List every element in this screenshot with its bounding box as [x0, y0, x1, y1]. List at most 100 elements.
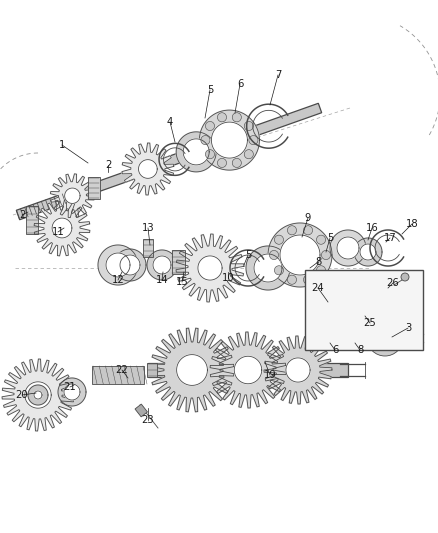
Text: 6: 6: [332, 345, 338, 355]
Text: 14: 14: [155, 275, 168, 285]
Polygon shape: [138, 160, 157, 179]
Polygon shape: [356, 293, 400, 337]
Text: 8: 8: [315, 257, 321, 267]
Bar: [135, 404, 148, 417]
Circle shape: [287, 275, 297, 284]
Polygon shape: [383, 280, 393, 290]
Circle shape: [315, 290, 323, 298]
Polygon shape: [16, 103, 321, 220]
Polygon shape: [148, 363, 348, 377]
Text: 19: 19: [264, 370, 276, 380]
Polygon shape: [28, 385, 48, 405]
Polygon shape: [25, 382, 51, 408]
Polygon shape: [212, 122, 247, 158]
Polygon shape: [280, 235, 320, 275]
Text: 9: 9: [305, 213, 311, 223]
Circle shape: [304, 225, 313, 235]
Polygon shape: [254, 254, 282, 282]
Polygon shape: [58, 378, 86, 406]
Polygon shape: [337, 237, 359, 259]
Polygon shape: [177, 354, 208, 385]
Circle shape: [353, 306, 362, 314]
Circle shape: [367, 320, 403, 356]
Circle shape: [331, 328, 339, 337]
Circle shape: [347, 290, 355, 298]
Text: 6: 6: [237, 79, 243, 89]
Polygon shape: [176, 234, 244, 302]
Text: 15: 15: [176, 277, 188, 287]
Circle shape: [269, 251, 279, 260]
Polygon shape: [106, 253, 130, 277]
Circle shape: [317, 266, 325, 275]
Polygon shape: [147, 250, 177, 280]
Text: 2: 2: [19, 210, 25, 220]
Polygon shape: [330, 230, 366, 266]
Text: 4: 4: [167, 117, 173, 127]
Text: 18: 18: [406, 219, 418, 229]
Circle shape: [331, 284, 339, 292]
Circle shape: [321, 251, 331, 260]
Text: 5: 5: [207, 85, 213, 95]
Polygon shape: [34, 200, 90, 256]
Circle shape: [304, 275, 313, 284]
Polygon shape: [120, 255, 140, 275]
Polygon shape: [370, 308, 386, 322]
Text: 5: 5: [245, 250, 251, 260]
Polygon shape: [98, 245, 138, 285]
Text: 22: 22: [116, 365, 128, 375]
Polygon shape: [354, 238, 382, 266]
Polygon shape: [150, 328, 234, 412]
Circle shape: [347, 322, 355, 330]
Text: 20: 20: [16, 390, 28, 400]
Circle shape: [244, 150, 253, 159]
Bar: [26, 206, 38, 234]
Text: 21: 21: [64, 382, 76, 392]
Circle shape: [217, 158, 226, 167]
Circle shape: [217, 112, 226, 122]
Polygon shape: [199, 110, 259, 170]
Text: 26: 26: [387, 278, 399, 288]
Text: 2: 2: [105, 160, 111, 170]
Circle shape: [205, 122, 215, 131]
Polygon shape: [114, 249, 146, 281]
Circle shape: [401, 273, 409, 281]
Text: 24: 24: [312, 283, 324, 293]
Text: 12: 12: [112, 275, 124, 285]
Polygon shape: [360, 244, 376, 260]
Bar: [172, 250, 184, 274]
Bar: [143, 239, 153, 257]
Text: 8: 8: [357, 345, 363, 355]
Text: 25: 25: [364, 318, 376, 328]
Text: 11: 11: [52, 227, 64, 237]
Polygon shape: [264, 336, 332, 404]
Text: 10: 10: [222, 273, 234, 283]
Polygon shape: [268, 223, 332, 287]
Bar: [147, 363, 157, 377]
Polygon shape: [50, 174, 94, 217]
Polygon shape: [380, 277, 396, 293]
Polygon shape: [234, 356, 262, 384]
Circle shape: [274, 235, 283, 244]
Polygon shape: [318, 293, 352, 327]
Polygon shape: [210, 332, 286, 408]
Text: 5: 5: [327, 233, 333, 243]
Text: 1: 1: [59, 140, 65, 150]
Circle shape: [375, 328, 395, 348]
Text: 7: 7: [275, 70, 281, 80]
Polygon shape: [246, 246, 290, 290]
Circle shape: [315, 322, 323, 330]
Bar: [88, 177, 99, 199]
Circle shape: [287, 225, 297, 235]
Circle shape: [274, 266, 283, 275]
Circle shape: [201, 135, 210, 144]
Circle shape: [205, 150, 215, 159]
Circle shape: [308, 306, 317, 314]
Polygon shape: [198, 256, 222, 280]
Polygon shape: [183, 139, 209, 165]
Polygon shape: [34, 391, 42, 399]
Polygon shape: [176, 132, 216, 172]
Polygon shape: [2, 359, 74, 431]
Polygon shape: [52, 218, 72, 238]
Text: 17: 17: [384, 233, 396, 243]
Text: 23: 23: [141, 415, 154, 425]
